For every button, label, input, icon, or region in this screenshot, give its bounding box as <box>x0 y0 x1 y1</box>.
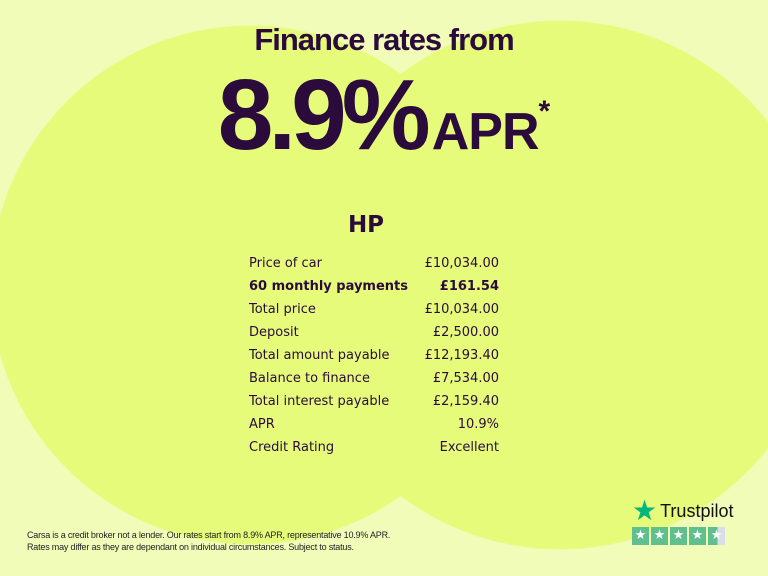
row-value: £2,159.40 <box>432 394 499 409</box>
table-row: Price of car £10,034.00 <box>246 252 502 275</box>
row-label: Credit Rating <box>249 440 335 455</box>
star-icon: ★ <box>689 527 706 545</box>
row-label: Total price <box>249 302 316 317</box>
headline: Finance rates from <box>254 22 514 57</box>
star-icon: ★ <box>670 527 687 545</box>
disclaimer: Carsa is a credit broker not a lender. O… <box>27 529 587 553</box>
row-label: Total interest payable <box>249 394 390 409</box>
table-row: Total interest payable £2,159.40 <box>246 390 502 413</box>
row-value: £10,034.00 <box>424 256 499 271</box>
row-label: Total amount payable <box>249 348 390 363</box>
disclaimer-line: Rates may differ as they are dependant o… <box>27 542 354 552</box>
table-row: Total price £10,034.00 <box>246 298 502 321</box>
trustpilot-name: Trustpilot <box>660 500 734 521</box>
trustpilot-logo: ★ Trustpilot <box>632 495 742 526</box>
row-label: Balance to finance <box>249 371 370 386</box>
table-row: Total amount payable £12,193.40 <box>246 344 502 367</box>
table-row: APR 10.9% <box>246 413 502 436</box>
table-row: Balance to finance £7,534.00 <box>246 367 502 390</box>
rate-value: 8.9% <box>217 59 431 171</box>
row-label: Price of car <box>249 256 322 271</box>
star-icon: ★ <box>632 495 658 526</box>
table-row: Deposit £2,500.00 <box>246 321 502 344</box>
finance-table: Price of car £10,034.00 60 monthly payment… <box>246 252 502 459</box>
row-value: £2,500.00 <box>432 325 499 340</box>
row-value: £161.54 <box>439 279 499 294</box>
row-value: Excellent <box>439 440 499 455</box>
row-label: APR <box>249 417 275 432</box>
row-value: £12,193.40 <box>424 348 499 363</box>
section-title: HP <box>347 212 385 238</box>
disclaimer-line: Carsa is a credit broker not a lender. O… <box>27 530 391 540</box>
row-value: £10,034.00 <box>424 302 499 317</box>
star-icon: ★ <box>632 527 649 545</box>
trustpilot-badge[interactable]: ★ Trustpilot ★ ★ ★ ★ ★ <box>632 495 742 545</box>
row-label: 60 monthly payments <box>249 279 408 294</box>
star-icon: ★ <box>651 527 668 545</box>
table-row: 60 monthly payments £161.54 <box>246 275 502 298</box>
row-value: 10.9% <box>457 417 499 432</box>
table-row: Credit Rating Excellent <box>246 436 502 459</box>
rate-display: 8.9% APR* <box>0 58 768 173</box>
star-icon: ★ <box>708 527 725 545</box>
rate-asterisk: * <box>538 95 551 128</box>
trustpilot-rating: ★ ★ ★ ★ ★ <box>632 527 742 545</box>
rate-unit: APR <box>431 103 540 161</box>
row-label: Deposit <box>249 325 299 340</box>
row-value: £7,534.00 <box>432 371 499 386</box>
